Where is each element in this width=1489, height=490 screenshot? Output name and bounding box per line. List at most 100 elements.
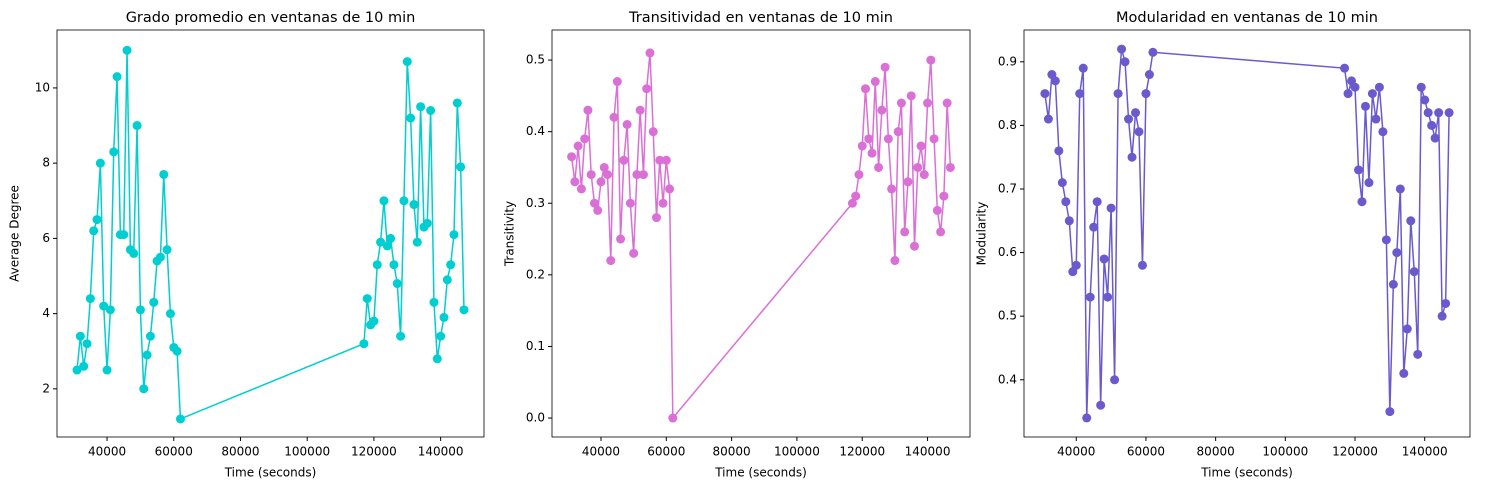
data-point [432,354,442,364]
data-point [456,162,466,172]
data-point [1437,311,1447,321]
data-point [1360,101,1370,111]
x-tick-label: 60000 [647,445,685,459]
y-tick-label: 0.3 [526,196,545,210]
data-point [867,148,877,158]
y-tick-label: 0.4 [526,124,545,138]
data-point [372,260,382,270]
data-point [877,105,887,115]
data-point [583,105,593,115]
data-point [1423,108,1433,118]
data-point [1399,368,1409,378]
y-tick-label: 0.8 [998,118,1017,132]
data-point [883,134,893,144]
data-point [452,98,462,108]
data-point [412,237,422,247]
x-tick-label: 100000 [284,445,330,459]
data-point [129,248,139,258]
data-point [622,120,632,130]
data-point [1354,165,1363,175]
data-point [900,227,910,237]
data-point [861,84,870,94]
data-point [105,305,115,315]
data-point [1057,178,1067,188]
data-point [596,177,606,187]
data-point [913,162,923,172]
x-tick-label: 80000 [713,445,751,459]
data-point [1061,197,1071,207]
x-axis-label: Time (seconds) [1200,466,1293,480]
data-point [648,127,658,137]
data-point [122,45,132,55]
data-point [409,200,419,210]
data-point [426,105,436,115]
y-tick-label: 0.5 [998,309,1017,323]
data-point [1110,375,1120,385]
data-point [79,361,89,371]
data-point [142,350,152,360]
data-point [847,198,857,208]
data-point [1364,178,1374,188]
data-point [638,170,648,180]
data-point [389,260,399,270]
data-point [603,170,613,180]
data-point [89,226,99,236]
data-point [1085,292,1095,302]
data-point [632,170,642,180]
x-tick-label: 40000 [88,445,126,459]
data-point [386,233,396,243]
data-point [589,198,599,208]
data-point [890,256,900,266]
data-point [446,260,456,270]
data-point [939,191,949,201]
data-point [1106,203,1116,213]
y-axis-label: Modularity [975,202,989,266]
data-point [870,77,880,87]
data-point [923,98,933,108]
data-point [132,121,142,131]
x-tick-label: 140000 [905,445,951,459]
data-point [635,105,645,115]
data-point [95,158,105,168]
data-point [1134,127,1144,137]
y-tick-label: 0.1 [526,339,545,353]
data-point [1434,108,1444,118]
data-point [932,205,942,215]
data-point [1444,108,1454,118]
axes-frame [551,29,971,438]
data-point [149,297,159,307]
data-point [162,245,172,255]
data-point [1064,216,1074,226]
data-point [629,248,639,258]
data-point [916,141,926,151]
data-point [109,147,119,157]
data-point [359,339,369,349]
data-point [936,227,946,237]
data-point [606,256,616,266]
x-tick-label: 60000 [1127,445,1165,459]
data-point [1054,146,1064,156]
data-point [439,312,449,322]
data-point [1367,89,1377,99]
data-point [1427,120,1437,130]
data-point [119,230,129,240]
data-point [1099,254,1109,264]
data-point [1385,407,1395,417]
data-point [416,102,426,112]
chart-title: Grado promedio en ventanas de 10 min [126,10,416,26]
x-tick-label: 140000 [418,445,464,459]
data-point [382,241,392,251]
data-point [612,77,622,87]
y-axis-label: Average Degree [8,185,22,282]
x-tick-label: 120000 [351,445,397,459]
data-line [570,52,952,421]
data-point [402,57,412,67]
data-point [854,170,864,180]
data-point [175,414,185,424]
x-axis-label: Time (seconds) [224,466,317,480]
data-point [1441,298,1451,308]
data-point [85,294,95,304]
data-point [1103,292,1113,302]
y-tick-label: 10 [35,80,50,94]
